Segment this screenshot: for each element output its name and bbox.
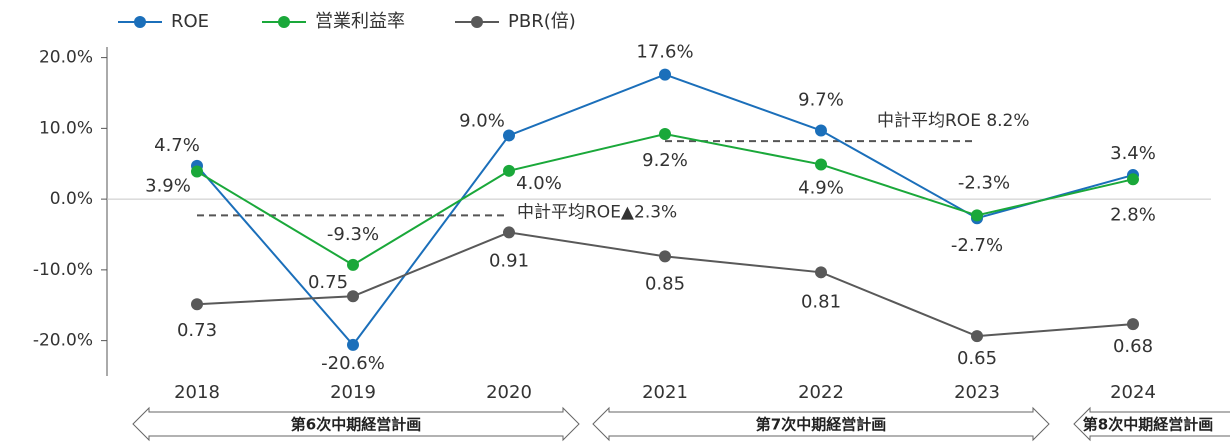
period-arrow bbox=[132, 406, 580, 442]
data-label: 0.73 bbox=[177, 320, 217, 341]
legend-label: ROE bbox=[171, 11, 209, 32]
data-label: -20.6% bbox=[321, 353, 385, 374]
data-point bbox=[659, 250, 671, 263]
x-tick-label: 2018 bbox=[174, 382, 220, 403]
data-label: 4.7% bbox=[154, 135, 200, 156]
y-tick-label: -20.0% bbox=[33, 331, 93, 351]
data-point bbox=[347, 258, 359, 271]
data-point bbox=[815, 266, 827, 279]
period-label: 第7次中期経営計画 bbox=[756, 416, 886, 434]
legend-marker bbox=[471, 16, 483, 28]
data-label: 0.68 bbox=[1113, 336, 1153, 357]
data-label: 17.6% bbox=[636, 42, 693, 63]
x-tick-label: 2022 bbox=[798, 382, 844, 403]
data-point bbox=[1127, 318, 1139, 331]
annotation: 中計平均ROE 8.2% bbox=[877, 111, 1030, 131]
data-label: 0.81 bbox=[801, 291, 841, 312]
data-label: 9.2% bbox=[642, 150, 688, 171]
data-point bbox=[815, 158, 827, 171]
data-point bbox=[971, 209, 983, 222]
data-label: 4.0% bbox=[516, 173, 562, 194]
data-label: 9.7% bbox=[798, 89, 844, 110]
period-arrow bbox=[592, 406, 1050, 442]
data-label: 3.9% bbox=[145, 176, 191, 197]
y-tick-label: 10.0% bbox=[39, 118, 93, 138]
data-point bbox=[815, 124, 827, 137]
data-label: 0.65 bbox=[957, 348, 997, 369]
annotation: 中計平均ROE▲2.3% bbox=[517, 202, 677, 222]
y-tick-label: -10.0% bbox=[33, 260, 93, 280]
data-point bbox=[191, 165, 203, 178]
period-label: 第8次中期経営計画 bbox=[1083, 416, 1213, 434]
data-label: 3.4% bbox=[1110, 143, 1156, 164]
data-point bbox=[659, 68, 671, 81]
x-tick-label: 2021 bbox=[642, 382, 688, 403]
data-point bbox=[191, 298, 203, 311]
y-tick-label: 0.0% bbox=[50, 189, 93, 209]
data-label: 2.8% bbox=[1110, 204, 1156, 225]
x-tick-label: 2023 bbox=[954, 382, 1000, 403]
data-point bbox=[347, 338, 359, 351]
legend-marker bbox=[134, 16, 146, 28]
period-arrow bbox=[1073, 406, 1230, 442]
x-tick-label: 2020 bbox=[486, 382, 532, 403]
data-point bbox=[503, 129, 515, 142]
data-label: 4.9% bbox=[798, 177, 844, 198]
data-label: -2.7% bbox=[951, 235, 1003, 256]
data-point bbox=[659, 128, 671, 141]
data-point bbox=[503, 226, 515, 239]
y-tick-label: 20.0% bbox=[39, 48, 93, 68]
data-label: 0.85 bbox=[645, 273, 685, 294]
legend-marker bbox=[278, 16, 290, 28]
period-label: 第6次中期経営計画 bbox=[291, 416, 421, 434]
data-label: 0.75 bbox=[308, 272, 348, 293]
legend-label: 営業利益率 bbox=[315, 11, 405, 32]
data-label: -2.3% bbox=[958, 172, 1010, 193]
data-point bbox=[971, 330, 983, 343]
data-label: -9.3% bbox=[327, 224, 379, 245]
x-tick-label: 2019 bbox=[330, 382, 376, 403]
data-point bbox=[347, 290, 359, 303]
data-point bbox=[1127, 173, 1139, 186]
data-label: 0.91 bbox=[489, 250, 529, 271]
legend-label: PBR(倍) bbox=[508, 11, 576, 32]
data-label: 9.0% bbox=[459, 110, 505, 131]
x-tick-label: 2024 bbox=[1110, 382, 1156, 403]
data-point bbox=[503, 164, 515, 177]
